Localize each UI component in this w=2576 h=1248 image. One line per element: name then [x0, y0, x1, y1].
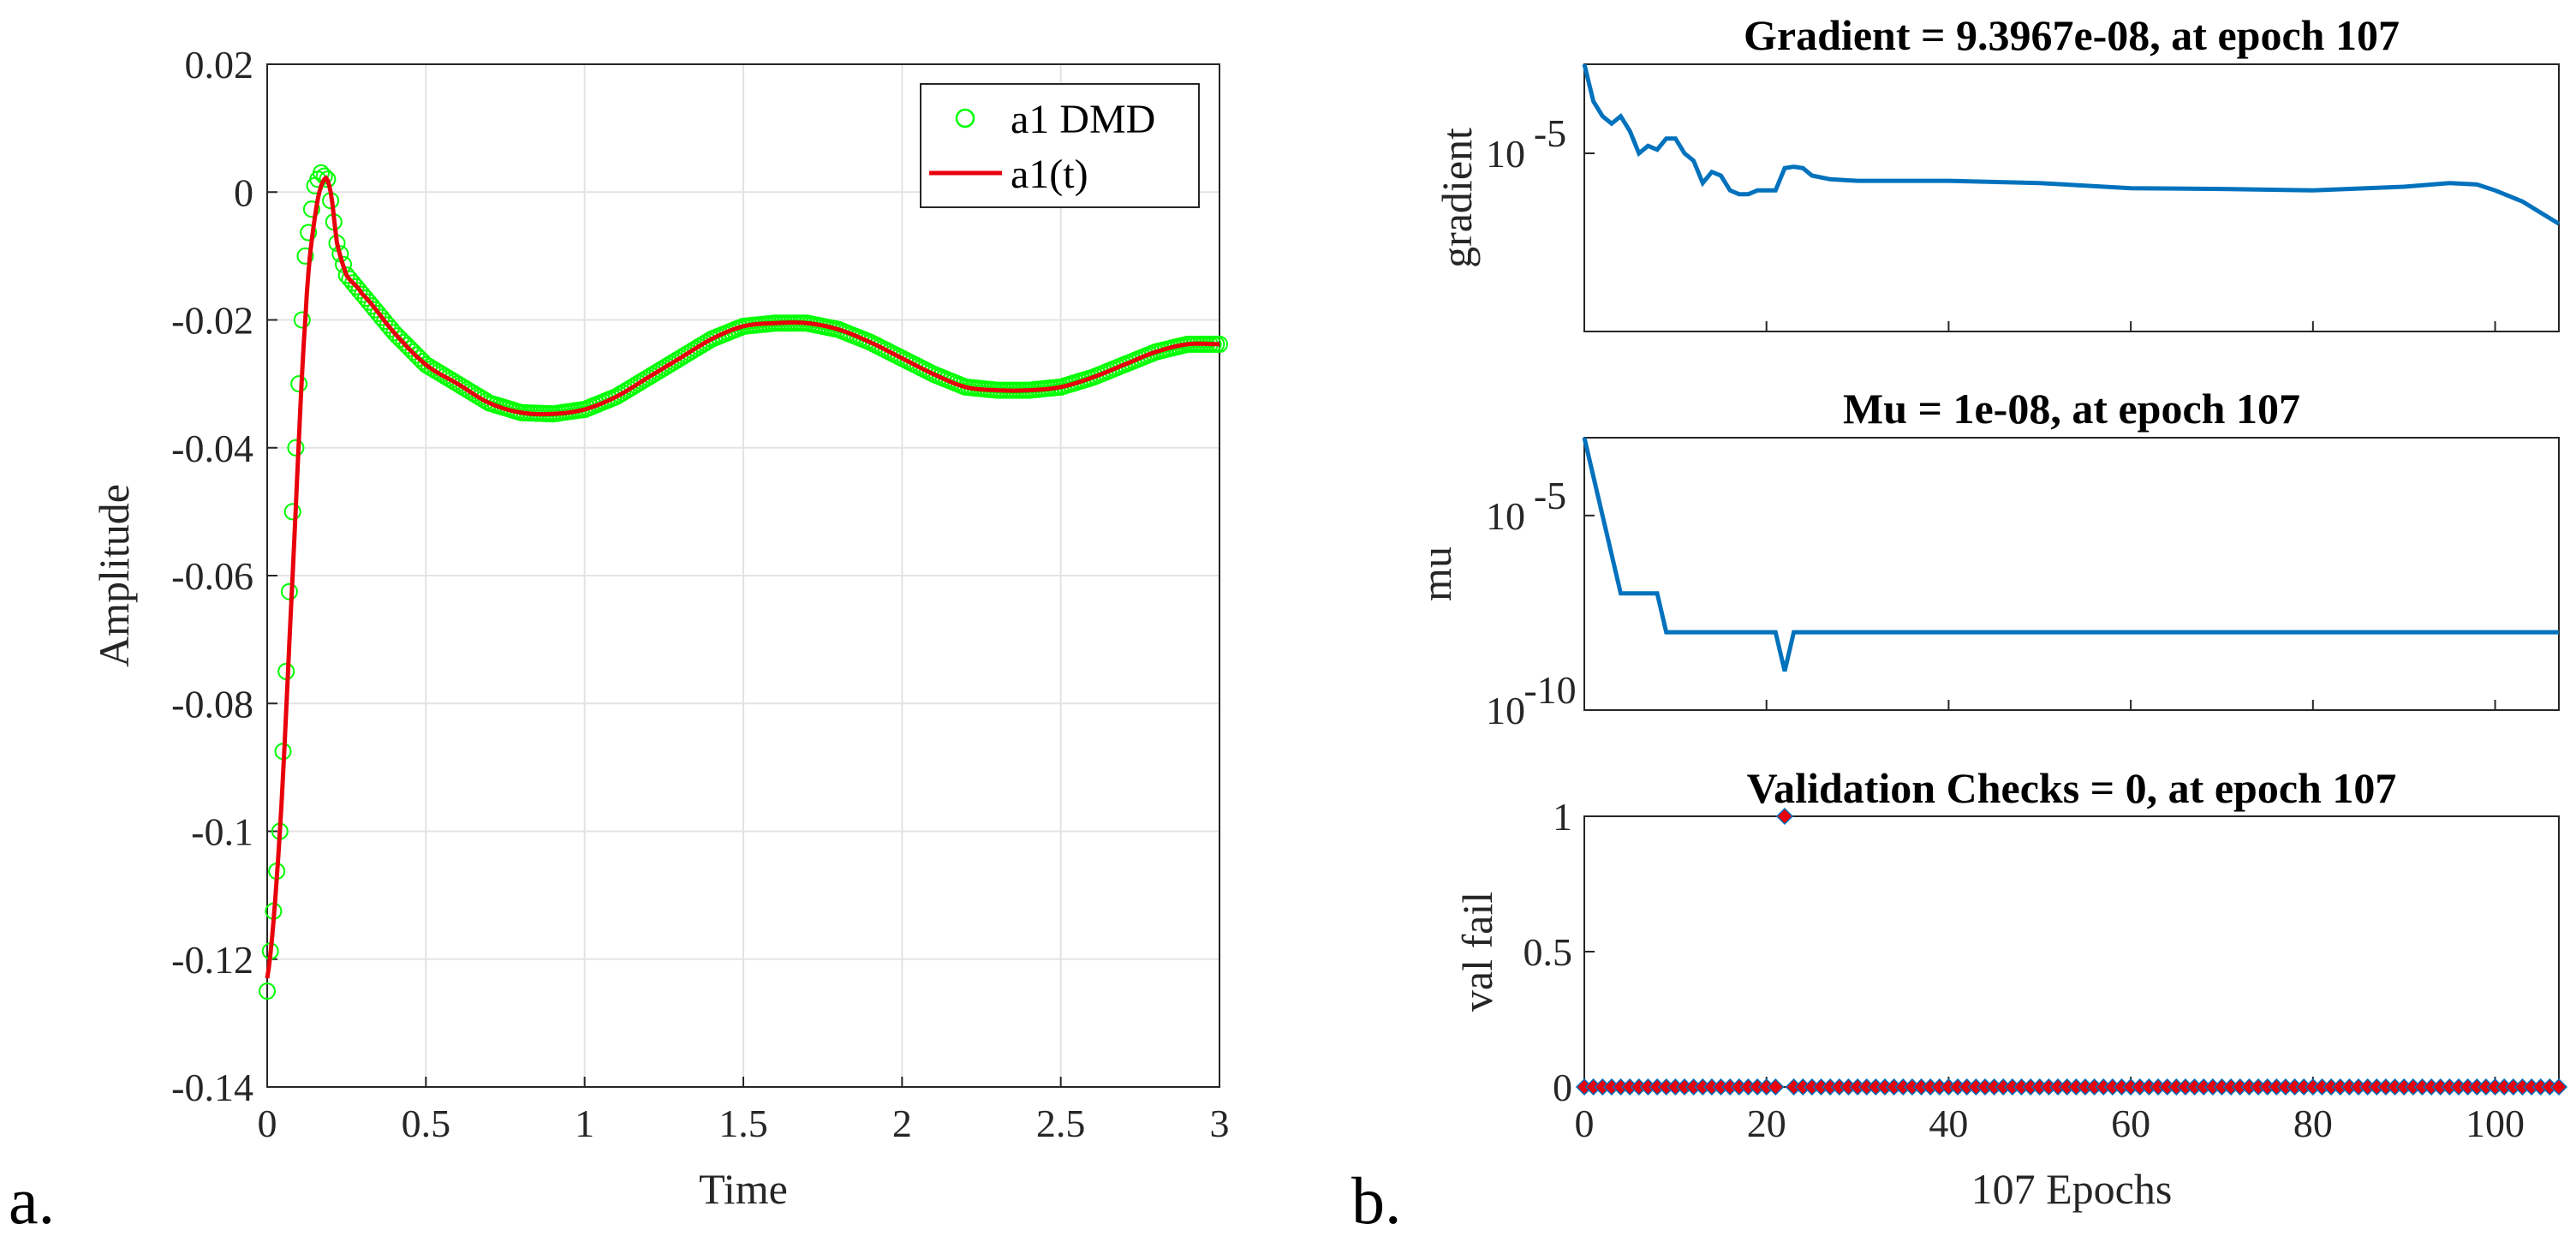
dmd-marker — [391, 330, 409, 348]
gradient-title: Gradient = 9.3967e-08, at epoch 107 — [1744, 11, 2400, 59]
series-a1-fit-line — [265, 175, 1220, 979]
dmd-marker — [259, 982, 276, 1000]
validation-marker — [1775, 807, 1794, 826]
gradient-ytick-exponent: -5 — [1534, 111, 1566, 155]
mu-chart: Mu = 1e-08, at epoch 107 10 -510-10 mu — [1412, 385, 2560, 732]
validation-xtick-label: 40 — [1929, 1102, 1968, 1145]
dmd-marker — [290, 375, 308, 393]
validation-title: Validation Checks = 0, at epoch 107 — [1747, 764, 2397, 812]
dmd-marker — [398, 337, 416, 355]
amplitude-ytick-label: -0.12 — [171, 938, 253, 982]
amplitude-ytick-label: -0.08 — [171, 682, 253, 726]
amplitude-xtick-label: 0 — [258, 1102, 277, 1145]
validation-markers — [1575, 807, 2568, 1096]
amplitude-ytick-label: -0.1 — [191, 810, 253, 854]
validation-xlabel: 107 Epochs — [1971, 1165, 2173, 1213]
panel-label-b: b. — [1351, 1163, 1402, 1238]
validation-ticks: 0 20 40 60 80 100 1 0.5 0 — [1524, 795, 2525, 1145]
panel-label-a: a. — [9, 1163, 55, 1238]
dmd-marker — [385, 324, 403, 342]
validation-ytick-label: 0 — [1553, 1066, 1572, 1109]
amplitude-xtick-label: 0.5 — [402, 1102, 451, 1145]
mu-ytick-label: 10 — [1486, 494, 1525, 538]
dmd-marker — [287, 439, 305, 457]
validation-chart: Validation Checks = 0, at epoch 107 0 20 4… — [1453, 764, 2568, 1213]
validation-axes-box — [1583, 815, 2560, 1088]
validation-marker — [1767, 1078, 1785, 1096]
dmd-marker — [283, 503, 301, 521]
validation-xtick-label: 20 — [1747, 1102, 1786, 1145]
validation-ytick-label: 0.5 — [1524, 930, 1573, 974]
gradient-chart: Gradient = 9.3967e-08, at epoch 107 10 -5… — [1433, 11, 2561, 332]
dmd-marker — [404, 343, 422, 361]
validation-xtick-label: 60 — [2111, 1102, 2150, 1145]
legend-label-dmd: a1 DMD — [1011, 97, 1155, 142]
mu-line — [1582, 437, 2559, 672]
legend-label-fit: a1(t) — [1011, 152, 1088, 197]
validation-xtick-label: 100 — [2466, 1102, 2525, 1145]
amplitude-xtick-label: 2 — [892, 1102, 912, 1145]
amplitude-ytick-label: 0 — [234, 170, 253, 214]
amplitude-ytick-label: -0.02 — [171, 299, 253, 343]
dmd-marker — [401, 340, 419, 358]
validation-ylabel: val fail — [1453, 892, 1501, 1012]
gradient-ticks: 10 -5 — [1486, 111, 2496, 331]
gradient-ytick-label: 10 — [1486, 132, 1525, 176]
gradient-line — [1582, 63, 2561, 226]
amplitude-ytick-label: -0.14 — [171, 1066, 253, 1109]
amplitude-xtick-label: 1 — [575, 1102, 594, 1145]
amplitude-xtick-label: 2.5 — [1036, 1102, 1086, 1145]
dmd-marker — [293, 311, 311, 329]
amplitude-chart: 0 0.5 1 1.5 2 2.5 3 0.02 0 -0.02 -0.04 -0.06 -0.08 -0… — [90, 43, 1230, 1213]
validation-marker — [2549, 1078, 2568, 1096]
mu-ticks: 10 -510-10 — [1486, 474, 2496, 732]
mu-title: Mu = 1e-08, at epoch 107 — [1843, 385, 2300, 433]
dmd-marker — [389, 327, 406, 345]
legend-marker-dmd — [955, 108, 975, 128]
dmd-marker — [395, 333, 413, 351]
amplitude-xtick-label: 3 — [1210, 1102, 1230, 1145]
amplitude-ytick-label: -0.04 — [171, 427, 253, 470]
amplitude-xlabel: Time — [699, 1165, 788, 1213]
mu-ylabel: mu — [1412, 546, 1460, 601]
amplitude-ytick-label: 0.02 — [185, 43, 254, 87]
amplitude-ticks: 0 0.5 1 1.5 2 2.5 3 0.02 0 -0.02 -0.04 -0.06 -0.08 -0… — [171, 43, 1229, 1145]
mu-ytick-exponent: -10 — [1524, 668, 1576, 712]
amplitude-ylabel: Amplitude — [90, 484, 138, 667]
dmd-marker — [296, 247, 314, 265]
validation-ytick-label: 1 — [1553, 795, 1572, 839]
amplitude-ytick-label: -0.06 — [171, 554, 253, 598]
amplitude-xtick-label: 1.5 — [719, 1102, 768, 1145]
dmd-marker — [302, 200, 320, 218]
validation-xtick-label: 80 — [2293, 1102, 2333, 1145]
validation-xtick-label: 0 — [1575, 1102, 1595, 1145]
gradient-ylabel: gradient — [1433, 128, 1481, 268]
dmd-marker — [300, 224, 318, 242]
amplitude-legend: a1 DMD a1(t) — [920, 83, 1200, 208]
mu-ytick-label: 10 — [1486, 689, 1525, 732]
mu-axes-box — [1583, 437, 2560, 711]
mu-ytick-exponent: -5 — [1534, 474, 1566, 517]
gradient-axes-box — [1583, 63, 2560, 332]
dmd-marker — [408, 346, 426, 364]
